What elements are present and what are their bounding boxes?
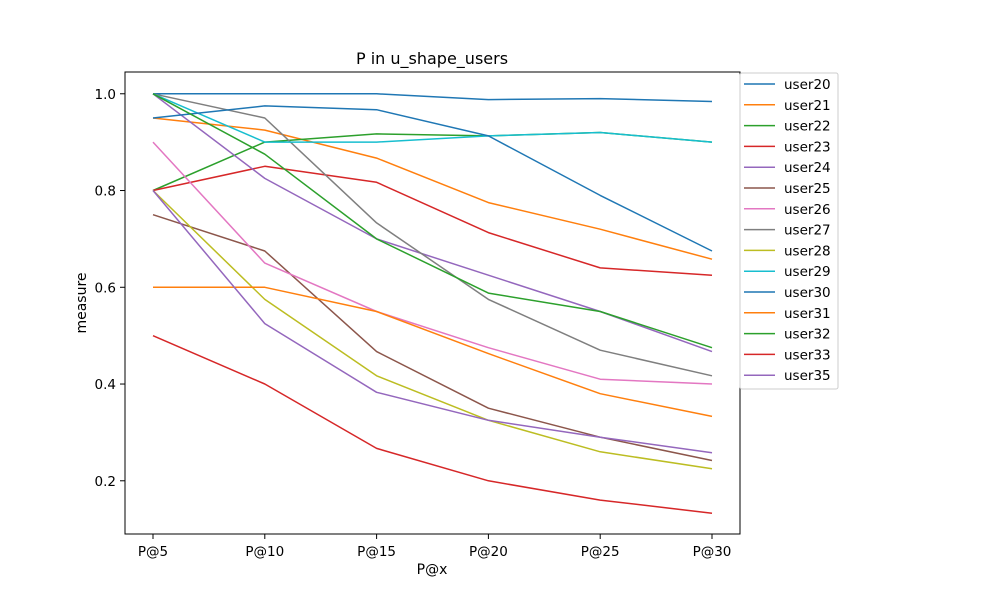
legend-label-user31: user31 (784, 306, 831, 322)
legend: user20 user21 user22 user23 user24 user25 user… (739, 72, 839, 390)
series-line-user28 (152, 189, 713, 470)
series-line-user32 (152, 93, 713, 349)
legend-label-user27: user27 (784, 223, 831, 239)
series-line-user21 (152, 117, 713, 260)
legend-label-user30: user30 (784, 285, 831, 301)
series-line-user23 (152, 165, 713, 276)
series-line-user27 (152, 93, 713, 377)
legend-label-user22: user22 (784, 119, 831, 135)
legend-label-user21: user21 (784, 98, 831, 114)
x-tick-label: P@10 (245, 544, 284, 560)
x-tick-label: P@5 (138, 544, 168, 560)
legend-label-user20: user20 (784, 77, 831, 93)
legend-label-user29: user29 (784, 264, 831, 280)
series-line-user31 (153, 286, 713, 418)
legend-label-user25: user25 (784, 181, 831, 197)
series-line-user33 (152, 335, 713, 514)
y-tick-label: 0.6 (95, 280, 116, 296)
series-lines (152, 93, 713, 514)
legend-label-user33: user33 (784, 347, 831, 363)
x-axis: P@5 P@10 P@15 P@20 P@25 P@30 (138, 534, 732, 560)
x-tick-label: P@30 (693, 544, 732, 560)
legend-label-user28: user28 (784, 243, 831, 259)
series-line-user26 (152, 141, 713, 385)
series-line-user30 (152, 105, 713, 252)
y-axis: 0.2 0.4 0.6 0.8 1.0 (95, 87, 125, 490)
y-tick-label: 0.2 (95, 474, 116, 490)
x-tick-label: P@15 (357, 544, 396, 560)
chart-title: P in u_shape_users (356, 49, 508, 69)
series-line-user22 (152, 131, 713, 192)
y-axis-label: measure (74, 272, 90, 333)
legend-label-user35: user35 (784, 368, 831, 384)
x-tick-label: P@25 (581, 544, 620, 560)
series-line-user29 (152, 93, 713, 143)
y-tick-label: 0.8 (95, 184, 116, 200)
legend-box (739, 72, 839, 390)
series-line-user20 (153, 93, 713, 103)
series-line-user35 (152, 190, 713, 454)
series-line-user25 (152, 213, 713, 462)
y-tick-label: 0.4 (95, 377, 116, 393)
x-tick-label: P@20 (469, 544, 508, 560)
legend-label-user23: user23 (784, 139, 831, 155)
series-line-user24 (152, 93, 713, 353)
legend-label-user26: user26 (784, 202, 831, 218)
y-tick-label: 1.0 (95, 87, 116, 103)
x-axis-label: P@x (417, 562, 448, 578)
legend-label-user24: user24 (784, 160, 831, 176)
legend-label-user32: user32 (784, 327, 831, 343)
